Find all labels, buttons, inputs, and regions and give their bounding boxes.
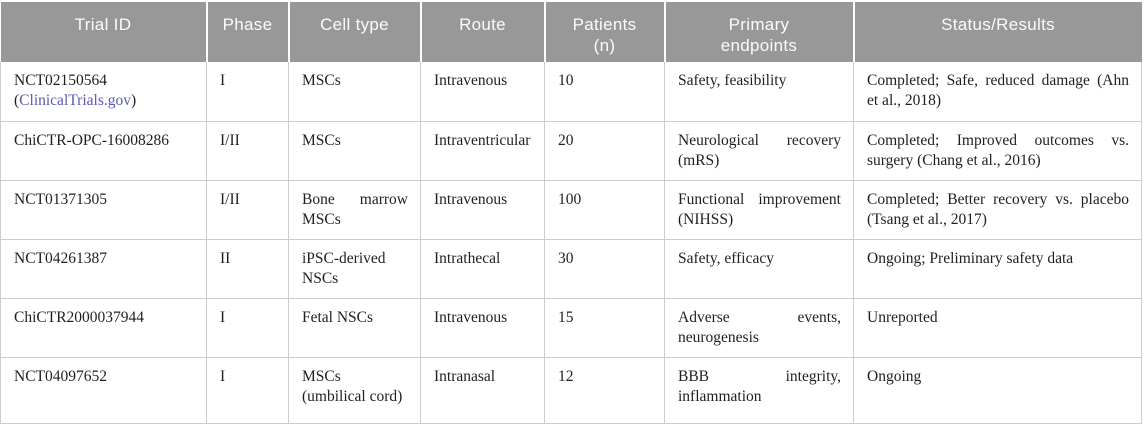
column-header-cell-type: Cell type — [287, 2, 421, 62]
cell-status: Completed; Safe, reduced damage (Ahn et … — [853, 62, 1142, 122]
cell-route: Intraventricular — [420, 121, 545, 181]
table-header: Trial ID Phase Cell type Route Patients (n) P… — [0, 2, 1142, 62]
cell-patients: 20 — [544, 121, 665, 181]
cell-status: Ongoing — [853, 357, 1142, 424]
cell-route: Intravenous — [420, 298, 545, 358]
cell-cell-type: Bone marrow MSCs — [288, 180, 421, 240]
cell-trial-id: NCT04261387 — [0, 239, 207, 299]
cell-cell-type: MSCs — [288, 62, 421, 122]
cell-endpoints: Safety, efficacy — [664, 239, 854, 299]
clinicaltrials-gov-link[interactable]: ClinicalTrials.gov — [19, 92, 131, 109]
cell-trial-id: ChiCTR-OPC-16008286 — [0, 121, 207, 181]
cell-patients: 100 — [544, 180, 665, 240]
column-header-patients: Patients (n) — [543, 2, 665, 62]
header-row: Trial ID Phase Cell type Route Patients (n) P… — [0, 2, 1142, 62]
table-row: ChiCTR2000037944 I Fetal NSCs Intravenous 15… — [0, 298, 1142, 358]
column-header-status: Status/Results — [852, 2, 1142, 62]
trial-id-text: NCT02150564 — [14, 72, 107, 89]
column-header-endpoints: Primary endpoints — [663, 2, 854, 62]
cell-trial-id: ChiCTR2000037944 — [0, 298, 207, 358]
cell-status: Unreported — [853, 298, 1142, 358]
cell-route: Intranasal — [420, 357, 545, 424]
cell-cell-type: Fetal NSCs — [288, 298, 421, 358]
cell-patients: 15 — [544, 298, 665, 358]
cell-trial-id: NCT02150564 (ClinicalTrials.gov) — [0, 62, 207, 122]
table-row: NCT01371305 I/II Bone marrow MSCs Intraveno… — [0, 180, 1142, 240]
cell-endpoints: BBB integrity, inflammation — [664, 357, 854, 424]
table-row: NCT04261387 II iPSC-derived NSCs Intratheca… — [0, 239, 1142, 299]
cell-route: Intravenous — [420, 62, 545, 122]
cell-cell-type: iPSC-derived NSCs — [288, 239, 421, 299]
cell-route: Intrathecal — [420, 239, 545, 299]
cell-trial-id: NCT04097652 — [0, 357, 207, 424]
cell-phase: I — [206, 298, 289, 358]
cell-patients: 30 — [544, 239, 665, 299]
table-row: NCT02150564 (ClinicalTrials.gov) I MSCs Intr… — [0, 62, 1142, 122]
cell-trial-id: NCT01371305 — [0, 180, 207, 240]
cell-status: Ongoing; Preliminary safety data — [853, 239, 1142, 299]
cell-phase: II — [206, 239, 289, 299]
cell-endpoints: Adverse events, neurogenesis — [664, 298, 854, 358]
column-header-trial-id: Trial ID — [0, 2, 207, 62]
table-row: ChiCTR-OPC-16008286 I/II MSCs Intraventricu… — [0, 121, 1142, 181]
cell-phase: I — [206, 62, 289, 122]
cell-status: Completed; Better recovery vs. placebo (… — [853, 180, 1142, 240]
cell-cell-type: MSCs (umbilical cord) — [288, 357, 421, 424]
table-row: NCT04097652 I MSCs (umbilical cord) Intrana… — [0, 357, 1142, 424]
cell-endpoints: Functional improvement (NIHSS) — [664, 180, 854, 240]
column-header-route: Route — [419, 2, 545, 62]
cell-patients: 12 — [544, 357, 665, 424]
cell-route: Intravenous — [420, 180, 545, 240]
cell-endpoints: Safety, feasibility — [664, 62, 854, 122]
cell-phase: I/II — [206, 121, 289, 181]
column-header-phase: Phase — [205, 2, 289, 62]
cell-phase: I/II — [206, 180, 289, 240]
cell-phase: I — [206, 357, 289, 424]
cell-endpoints: Neurological recovery (mRS) — [664, 121, 854, 181]
table-body: NCT02150564 (ClinicalTrials.gov) I MSCs Intr… — [0, 62, 1142, 424]
cell-status: Completed; Improved outcomes vs. surgery… — [853, 121, 1142, 181]
cell-cell-type: MSCs — [288, 121, 421, 181]
cell-patients: 10 — [544, 62, 665, 122]
